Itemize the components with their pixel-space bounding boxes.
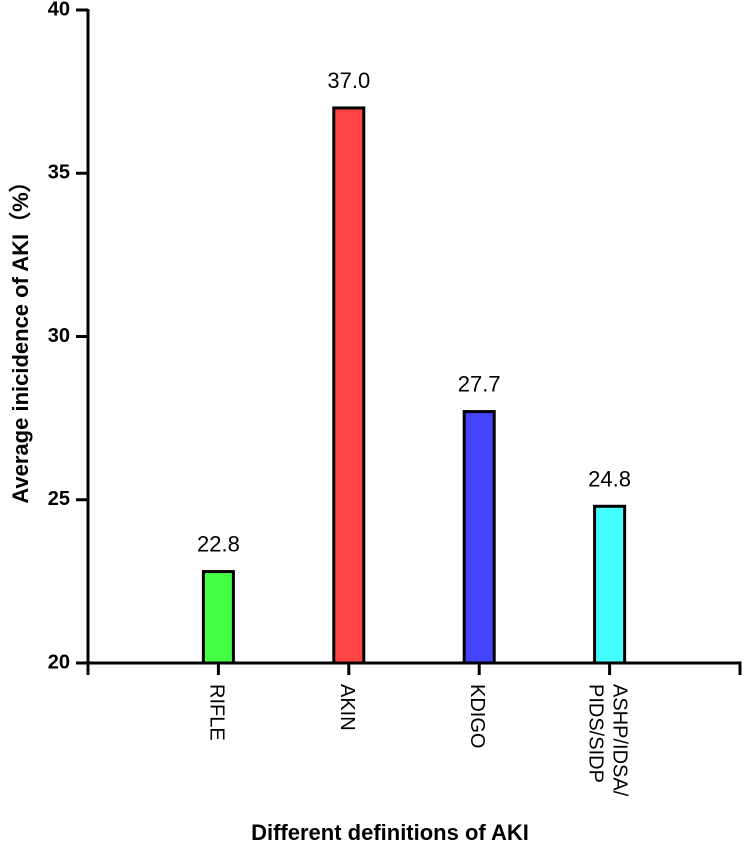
x-tick-label: ASHP/IDSA/PIDS/SIDP — [585, 684, 631, 797]
bar — [593, 504, 627, 665]
y-tick-label: 25 — [48, 488, 70, 510]
y-tick-label: 30 — [48, 325, 70, 347]
x-tick-label: RIFLE — [205, 684, 227, 741]
y-tick-label: 35 — [48, 162, 70, 184]
x-tick-label: AKIN — [336, 684, 358, 731]
value-label: 24.8 — [588, 466, 631, 491]
y-tick-label: 20 — [48, 651, 70, 673]
value-label: 37.0 — [327, 68, 370, 93]
y-axis-title: Average inicidence of AKI（%） — [8, 170, 33, 503]
value-label: 27.7 — [458, 372, 501, 397]
y-tick-label: 40 — [48, 0, 70, 20]
bar — [201, 570, 235, 665]
bar — [332, 106, 366, 665]
x-axis-title: Different definitions of AKI — [251, 820, 529, 845]
bar — [462, 410, 496, 665]
value-label: 22.8 — [197, 532, 240, 557]
x-tick-label: KDIGO — [466, 684, 488, 748]
